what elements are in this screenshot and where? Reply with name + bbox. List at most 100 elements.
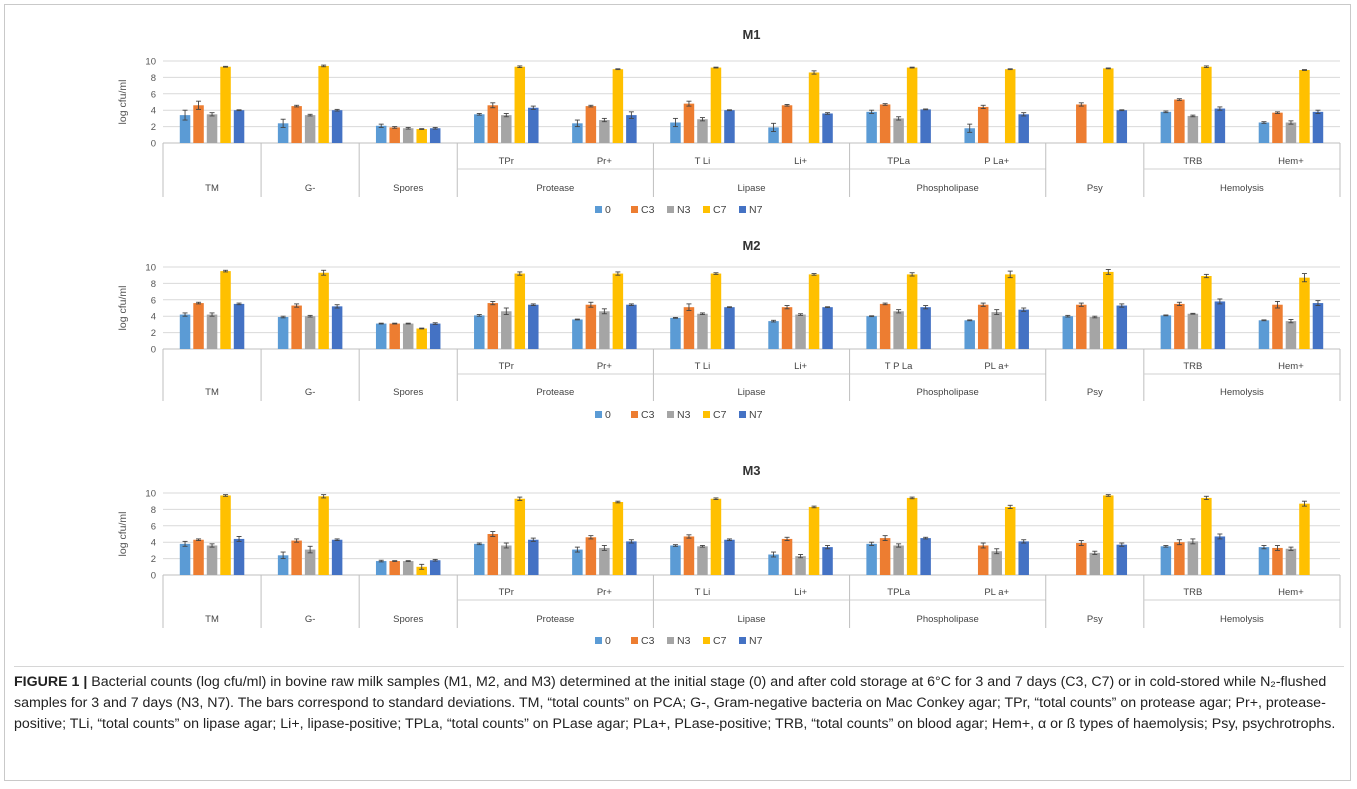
y-tick-label: 6 [151,89,156,100]
bar-0-11 [1258,122,1270,143]
bar-n7-5 [724,110,735,143]
bar-n7-4 [626,115,637,143]
group-label: Phospholipase [917,614,979,625]
group-label: Lipase [738,183,766,194]
legend-label: N7 [749,204,763,216]
bar-n3-4 [599,120,610,143]
bar-n3-6 [795,314,806,349]
legend-label: C3 [641,409,655,421]
group-label: Hemolysis [1220,183,1264,194]
bar-0-5 [670,317,681,349]
bar-0-5 [670,545,681,575]
bar-c3-7 [879,303,891,349]
bar-c3-3 [487,303,499,349]
bar-c7-4 [612,69,624,143]
bar-n7-0 [233,110,245,143]
bar-c7-9 [1103,271,1114,349]
legend-swatch [667,206,674,213]
bar-n7-7 [920,307,931,349]
bar-n3-9 [1089,552,1101,575]
bar-c7-2 [416,328,427,349]
category-label: TPr [499,361,514,372]
legend-label: 0 [605,635,611,647]
legend-label: C3 [641,204,655,216]
bar-0-3 [474,114,485,143]
bar-n7-0 [233,538,245,575]
bar-c3-8 [977,106,989,143]
bar-c3-3 [487,534,499,575]
legend-label: C7 [713,409,727,421]
bar-c3-10 [1174,303,1185,349]
bar-c3-4 [585,106,597,143]
bar-0-4 [572,123,583,143]
group-label: Protease [536,183,574,194]
category-label: P La+ [984,156,1009,167]
group-label: G- [305,183,316,194]
bar-c7-7 [906,67,918,143]
bar-c7-0 [220,271,231,349]
bar-n7-8 [1018,309,1029,349]
bar-0-6 [768,554,779,575]
bar-c3-1 [291,540,302,575]
bar-n3-7 [893,545,904,575]
bar-0-0 [179,314,191,349]
bar-0-7 [866,316,877,349]
bar-n3-5 [697,546,708,575]
legend-label: N3 [677,635,691,647]
group-label: G- [305,614,316,625]
y-tick-label: 6 [151,521,156,532]
bar-c7-1 [318,496,329,575]
bar-c3-7 [879,538,891,575]
y-axis-label: log cfu/ml [117,286,129,331]
bar-c3-1 [291,106,302,143]
legend-swatch [631,411,638,418]
legend-swatch [667,637,674,644]
bar-c3-2 [389,561,400,575]
bar-c3-7 [879,104,891,143]
bar-0-1 [277,555,289,575]
bar-n3-1 [304,115,316,143]
y-tick-label: 4 [151,538,156,549]
bar-n7-10 [1214,108,1226,143]
bar-c3-3 [487,105,499,143]
chart-m2: M2 0 2 4 6 8 10 log cfu/ml TPr Pr+ T Li Li+ T P La PL… [117,238,1341,421]
bar-n7-4 [626,304,637,349]
bar-n3-2 [402,323,414,349]
category-label: Hem+ [1278,156,1304,167]
chart-m3: M3 0 2 4 6 8 10 log cfu/ml TPr Pr+ T Li Li+ TPLa PL a… [117,463,1341,647]
category-label: PL a+ [984,587,1009,598]
bar-n7-11 [1312,111,1324,143]
bar-c7-0 [220,66,231,143]
legend-swatch [631,206,638,213]
bar-c3-9 [1076,104,1087,143]
bar-n3-7 [893,118,904,143]
bar-c7-4 [612,502,624,575]
group-label: Psy [1087,614,1103,625]
bar-0-2 [375,323,387,349]
legend-label: N7 [749,409,763,421]
bar-n3-9 [1089,317,1101,349]
bar-c7-8 [1004,69,1016,143]
bar-c7-4 [612,273,624,349]
bar-n7-6 [822,547,833,575]
bar-0-6 [768,127,779,143]
bar-0-10 [1160,315,1172,349]
bar-c7-8 [1004,274,1016,349]
bar-n3-10 [1187,115,1199,143]
bar-c7-6 [808,72,820,143]
bar-n7-2 [429,128,441,143]
category-label: TPLa [887,156,910,167]
bar-0-0 [179,115,191,143]
bar-n3-1 [304,549,316,575]
bar-n7-2 [429,560,441,575]
group-label: TM [205,387,219,398]
bar-c7-9 [1103,495,1114,575]
category-label: Pr+ [597,587,613,598]
bar-c7-7 [906,497,918,575]
chart-title: M2 [742,238,760,253]
bar-n3-5 [697,119,708,143]
bar-n7-0 [233,303,245,349]
bar-n7-5 [724,539,735,575]
charts-canvas: M1 0 2 4 6 8 10 log cfu/ml TPr Pr+ T Li Li+ TPLa P La… [117,27,1341,647]
bar-n7-1 [331,110,343,143]
